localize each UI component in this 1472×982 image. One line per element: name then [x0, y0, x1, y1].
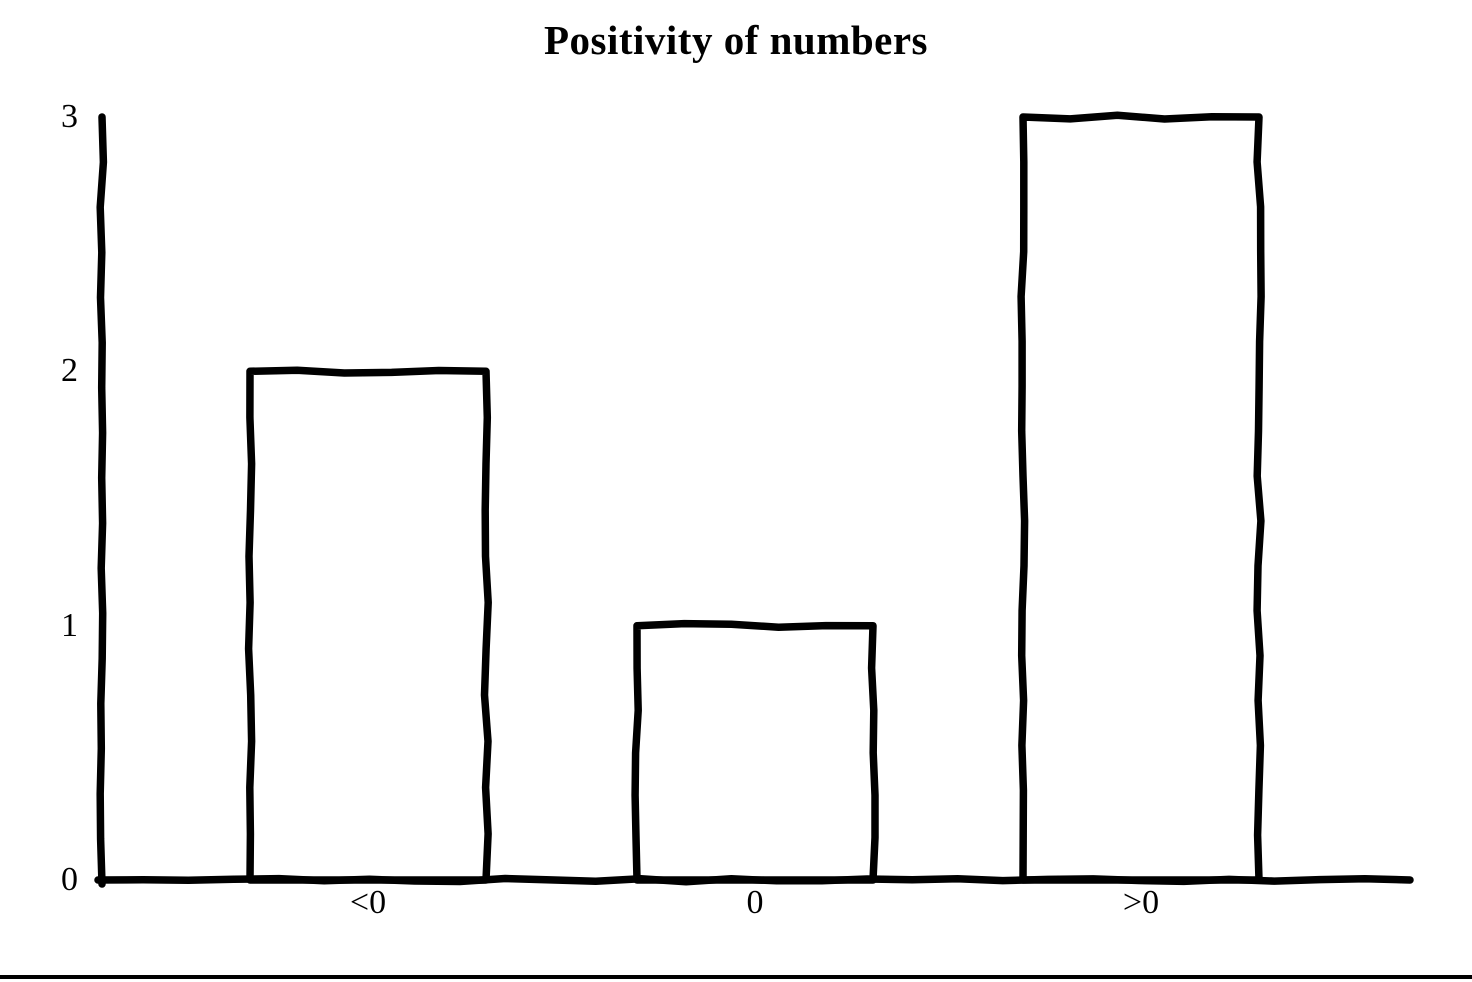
bar-3 [1017, 111, 1265, 884]
y-axis-line [96, 113, 108, 888]
x-tick-label: >0 [1122, 884, 1160, 921]
x-tick-label: <0 [349, 884, 387, 921]
y-tick-label: 0 [61, 861, 78, 898]
y-tick-label: 2 [61, 352, 78, 390]
y-tick-label: 1 [61, 606, 78, 644]
bar-2 [631, 619, 879, 884]
x-tick-label: 0 [746, 884, 764, 921]
y-tick-label: 3 [61, 98, 78, 135]
bar-1 [244, 366, 492, 884]
x-axis-line [94, 874, 1414, 886]
chart-title: Positivity of numbers [543, 17, 929, 63]
bottom-divider [0, 975, 1472, 979]
